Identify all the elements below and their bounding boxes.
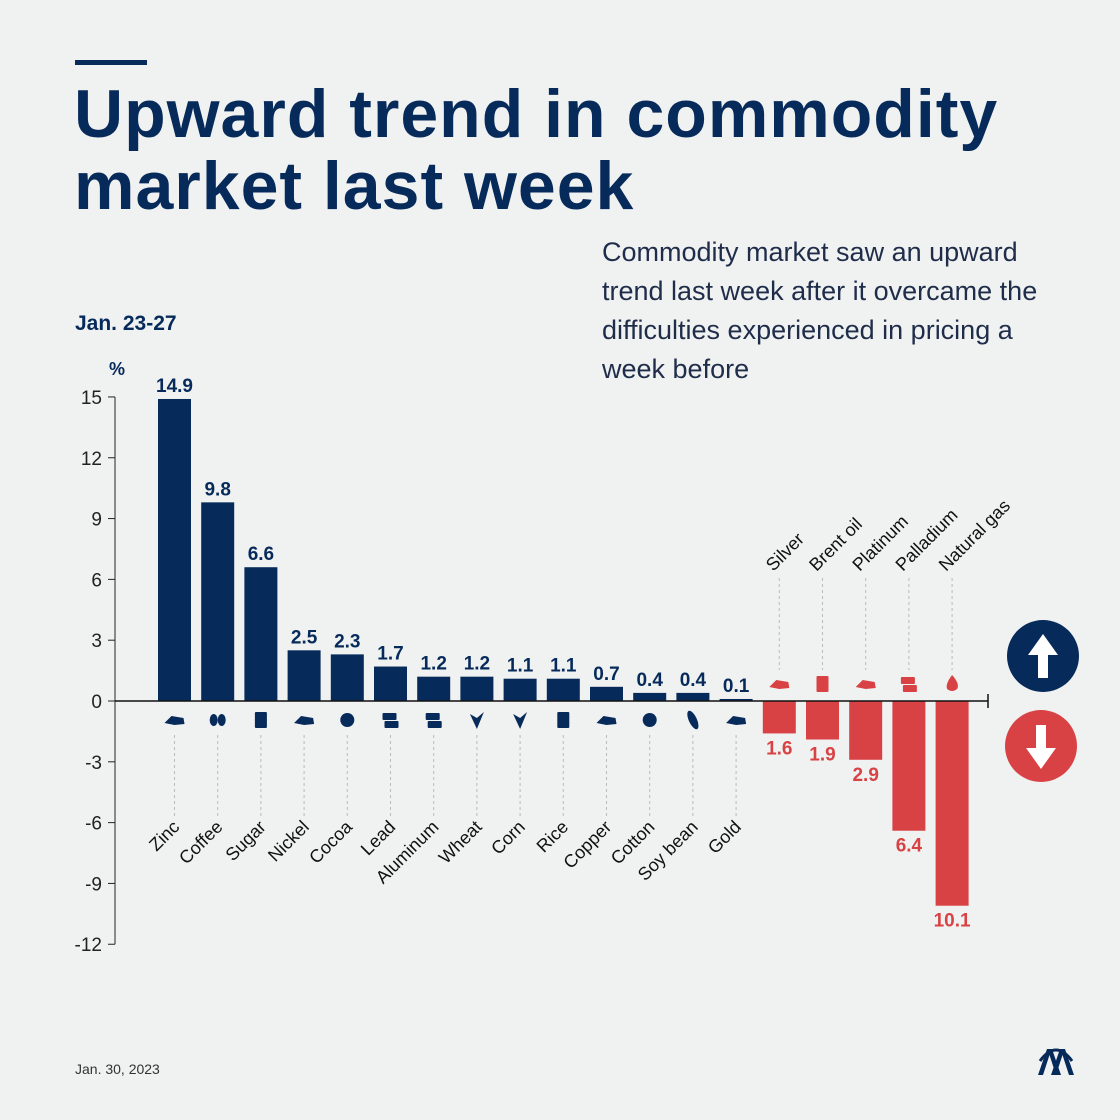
- coffee-bean-icon: [209, 714, 226, 726]
- bar-soy-bean: [676, 692, 710, 701]
- data-label: 1.7: [377, 644, 403, 665]
- bar-coffee: [201, 502, 235, 701]
- metal-ore-icon: [294, 716, 315, 725]
- ingot-icon: [900, 677, 917, 692]
- data-label: 0.4: [680, 670, 707, 691]
- bar-gold: [719, 698, 753, 701]
- data-label: 9.8: [204, 479, 230, 500]
- data-label: 0.4: [636, 670, 663, 691]
- title-rule: [75, 60, 147, 65]
- bar-palladium: [892, 701, 926, 831]
- publish-date: Jan. 30, 2023: [75, 1061, 160, 1077]
- bar-wheat: [460, 676, 494, 701]
- y-tick-label: -9: [85, 874, 102, 895]
- data-label: 2.9: [852, 765, 878, 786]
- data-label: 1.2: [420, 654, 446, 675]
- flame-icon: [946, 675, 958, 691]
- category-label: Zinc: [145, 817, 183, 855]
- bar-sugar: [244, 567, 278, 701]
- aa-logo-icon: [1038, 1048, 1074, 1075]
- data-label: 1.9: [809, 745, 835, 766]
- bar-corn: [503, 678, 537, 701]
- data-label: 1.1: [550, 656, 577, 677]
- category-label: Wheat: [435, 817, 486, 868]
- category-label: Nickel: [264, 817, 313, 866]
- ingot-icon: [382, 713, 399, 728]
- data-label: 2.3: [334, 631, 360, 652]
- y-tick-label: 0: [91, 692, 102, 713]
- metal-ore-icon: [726, 716, 747, 725]
- subtitle: Commodity market saw an upward trend las…: [602, 237, 1038, 384]
- soybean-icon: [687, 710, 699, 730]
- period-label: Jan. 23-27: [75, 312, 177, 335]
- category-label: Corn: [487, 817, 529, 859]
- ingot-icon: [425, 713, 442, 728]
- cocoa-icon: [340, 713, 355, 727]
- data-label: 10.1: [934, 911, 971, 932]
- data-label: 6.4: [896, 836, 923, 857]
- y-tick-label: 3: [91, 631, 102, 652]
- data-label: 14.9: [156, 376, 193, 397]
- y-tick-label: 6: [91, 570, 102, 591]
- data-label: 1.6: [766, 738, 792, 759]
- category-label: Copper: [559, 817, 615, 873]
- data-label: 1.2: [464, 654, 490, 675]
- category-label: Cocoa: [305, 816, 357, 868]
- data-label: 0.1: [723, 676, 750, 697]
- page-title: Upward trend in commodity market last we…: [74, 76, 999, 224]
- bar-rice: [546, 678, 580, 701]
- down-arrow-shape: [1026, 725, 1056, 769]
- bar-platinum: [849, 701, 883, 760]
- metal-ore-icon: [855, 680, 876, 689]
- y-tick-label: -3: [85, 753, 102, 774]
- data-label: 1.1: [507, 656, 534, 677]
- data-label: 6.6: [248, 544, 274, 565]
- data-label: 0.7: [593, 664, 619, 685]
- y-tick-label: 9: [91, 510, 102, 531]
- category-label: Silver: [762, 529, 808, 575]
- bar-copper: [590, 686, 623, 701]
- sugar-sack-icon: [254, 712, 267, 728]
- category-label: Sugar: [222, 817, 270, 865]
- cotton-icon: [642, 713, 657, 727]
- bar-lead: [374, 666, 407, 701]
- wheat-icon: [469, 712, 484, 729]
- metal-ore-icon: [769, 680, 790, 689]
- bar-silver: [762, 701, 796, 734]
- corn-icon: [513, 712, 528, 729]
- category-label: Coffee: [175, 817, 226, 868]
- bar-nickel: [287, 650, 321, 701]
- bar-cotton: [633, 692, 667, 701]
- bar-zinc: [158, 398, 191, 701]
- category-label: Gold: [704, 817, 745, 858]
- y-tick-label: 15: [81, 388, 102, 409]
- y-tick-label: 12: [81, 449, 102, 470]
- up-arrow-shape: [1028, 634, 1058, 678]
- y-tick-label: -12: [75, 935, 102, 956]
- bar-brent-oil: [806, 701, 839, 740]
- metal-ore-icon: [596, 716, 617, 725]
- oil-barrel-icon: [816, 676, 829, 692]
- metal-ore-icon: [164, 716, 185, 725]
- y-axis-unit: %: [109, 359, 125, 379]
- rice-sack-icon: [557, 712, 570, 728]
- bar-natural-gas: [935, 701, 969, 906]
- data-label: 2.5: [291, 627, 318, 648]
- y-tick-label: -6: [85, 814, 102, 835]
- bar-aluminum: [417, 676, 451, 701]
- bar-cocoa: [330, 654, 364, 701]
